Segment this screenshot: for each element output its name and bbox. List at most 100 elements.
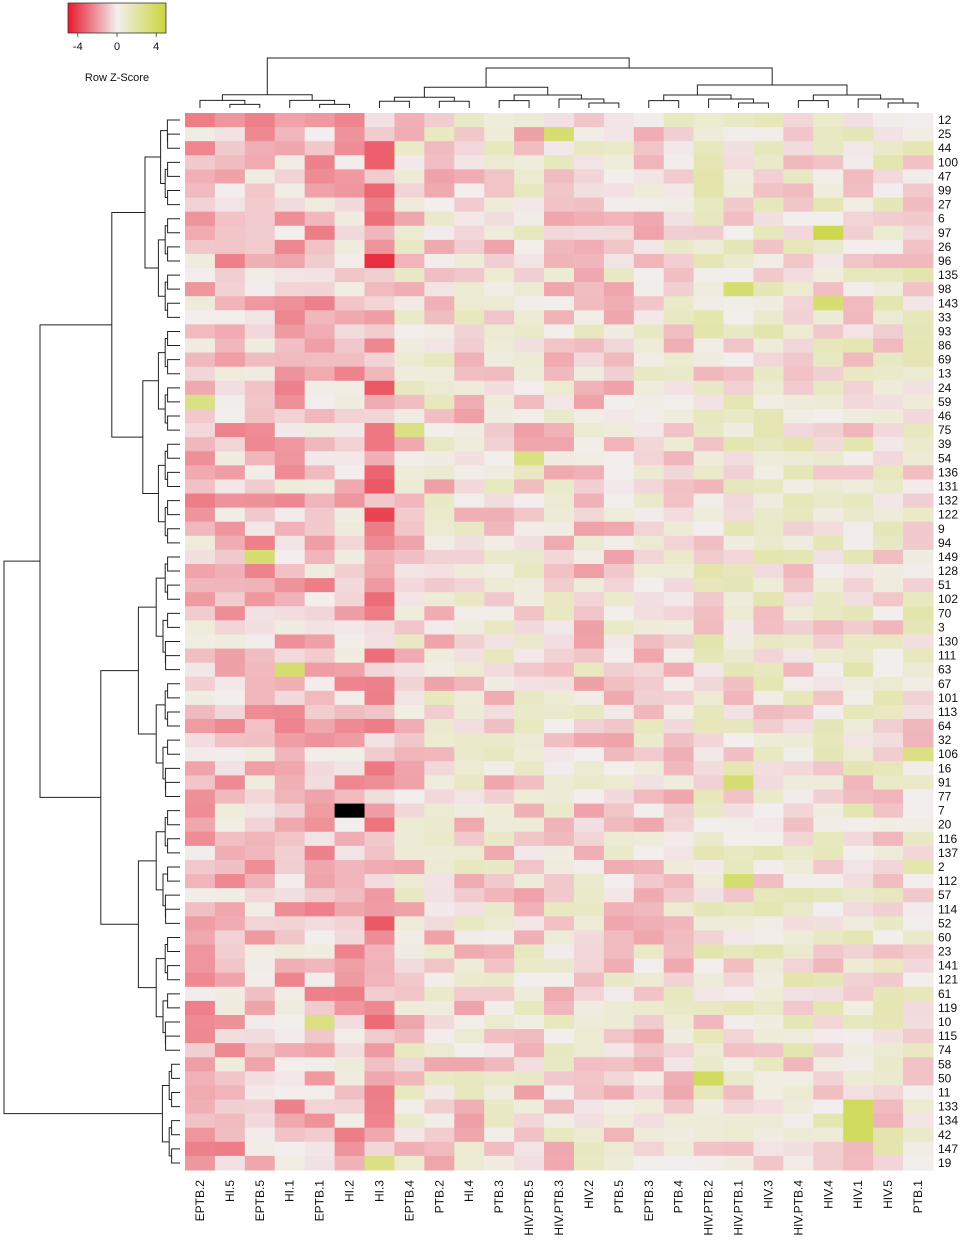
- heatmap-cell: [813, 127, 844, 142]
- heatmap-cell: [573, 733, 605, 748]
- heatmap-cell: [394, 972, 425, 988]
- heatmap-cell: [633, 888, 665, 903]
- heatmap-cell: [633, 521, 665, 537]
- heatmap-cell: [783, 563, 814, 579]
- heatmap-cell: [753, 408, 784, 424]
- heatmap-cell: [244, 761, 276, 776]
- heatmap-cell: [424, 183, 455, 199]
- heatmap-cell: [843, 211, 874, 227]
- heatmap-cell: [603, 775, 635, 790]
- heatmap-cell: [903, 1071, 934, 1086]
- heatmap-cell: [603, 1071, 635, 1086]
- heatmap-cell: [544, 225, 575, 241]
- row-label: 60: [938, 930, 952, 944]
- color-key-ticks: -4 0 4: [73, 33, 159, 53]
- heatmap-cell: [214, 1071, 246, 1086]
- heatmap-cell: [364, 902, 395, 917]
- heatmap-cell: [274, 888, 306, 903]
- heatmap-cell: [514, 282, 545, 297]
- heatmap-cell: [633, 563, 665, 579]
- heatmap-cell: [753, 648, 784, 664]
- heatmap-cell: [903, 141, 934, 156]
- heatmap-cell: [723, 169, 754, 184]
- heatmap-cell: [514, 1000, 545, 1016]
- heatmap-cell: [633, 620, 665, 635]
- heatmap-cell: [873, 366, 904, 382]
- heatmap-cell: [274, 338, 306, 354]
- heatmap-cell: [873, 1071, 904, 1086]
- heatmap-cell: [753, 775, 784, 790]
- heatmap-cell: [663, 733, 695, 748]
- heatmap-cell: [244, 690, 276, 706]
- heatmap-cell: [843, 465, 874, 480]
- heatmap-cell: [244, 1029, 276, 1044]
- heatmap-cell: [573, 916, 605, 931]
- row-label: 63: [938, 663, 952, 677]
- heatmap-cell: [873, 549, 904, 565]
- heatmap-cell: [573, 930, 605, 946]
- heatmap-cell: [424, 578, 455, 593]
- heatmap-cell: [394, 211, 425, 227]
- heatmap-cell: [334, 423, 366, 438]
- heatmap-cell: [573, 634, 605, 650]
- column-label: HIV.PTB.5: [522, 1180, 536, 1236]
- heatmap-cell: [364, 1029, 395, 1044]
- heatmap-cell: [454, 930, 485, 946]
- heatmap-cell: [544, 944, 575, 960]
- heatmap-cell: [573, 324, 605, 339]
- heatmap-cell: [424, 366, 455, 382]
- heatmap-cell: [873, 733, 904, 748]
- heatmap-cell: [873, 521, 904, 537]
- heatmap-cell: [813, 634, 844, 650]
- heatmap-cell: [424, 662, 455, 678]
- heatmap-cell: [573, 451, 605, 466]
- heatmap-cell: [394, 423, 425, 438]
- heatmap-cell: [663, 845, 695, 861]
- heatmap-cell: [514, 253, 545, 269]
- heatmap-cell: [843, 296, 874, 311]
- heatmap-cell: [304, 803, 336, 819]
- heatmap-cell: [753, 733, 784, 748]
- row-dendrogram-branch: [160, 130, 168, 184]
- heatmap-cell: [633, 437, 665, 452]
- heatmap-cell: [573, 775, 605, 790]
- heatmap-cell: [783, 1141, 814, 1157]
- heatmap-cell: [244, 1127, 276, 1143]
- heatmap-cell: [304, 1071, 336, 1086]
- heatmap-cell: [813, 747, 844, 762]
- heatmap-cell: [544, 169, 575, 184]
- heatmap-cell: [484, 902, 515, 917]
- heatmap-cell: [244, 352, 276, 368]
- heatmap-cell: [603, 620, 635, 635]
- heatmap-cell: [903, 761, 934, 776]
- heatmap-cell: [484, 592, 515, 607]
- heatmap-cell: [783, 1000, 814, 1016]
- heatmap-cell: [244, 366, 276, 382]
- heatmap-cell: [633, 338, 665, 354]
- heatmap-cell: [244, 324, 276, 339]
- heatmap-cell: [873, 634, 904, 650]
- heatmap-cell: [304, 620, 336, 635]
- heatmap-cell: [603, 690, 635, 706]
- heatmap-cell: [244, 606, 276, 621]
- heatmap-cell: [514, 634, 545, 650]
- heatmap-cell: [454, 888, 485, 903]
- heatmap-cell: [903, 620, 934, 635]
- color-key-tick-label: 4: [153, 41, 159, 53]
- column-label: HI.2: [343, 1180, 357, 1202]
- heatmap-cell: [334, 324, 366, 339]
- heatmap-cell: [663, 451, 695, 466]
- heatmap-cell: [514, 1155, 545, 1171]
- row-dendrogram-branch: [171, 1148, 180, 1164]
- heatmap-cells: [185, 113, 934, 1171]
- heatmap-cell: [843, 310, 874, 325]
- heatmap-cell: [873, 338, 904, 354]
- heatmap-cell: [783, 268, 814, 283]
- heatmap-cell: [843, 1043, 874, 1058]
- heatmap-cell: [394, 944, 425, 960]
- heatmap-cell: [484, 507, 515, 523]
- heatmap-cell: [185, 1071, 216, 1086]
- column-label: HIV.1: [851, 1180, 865, 1209]
- heatmap-cell: [813, 620, 844, 635]
- heatmap-cell: [334, 408, 366, 424]
